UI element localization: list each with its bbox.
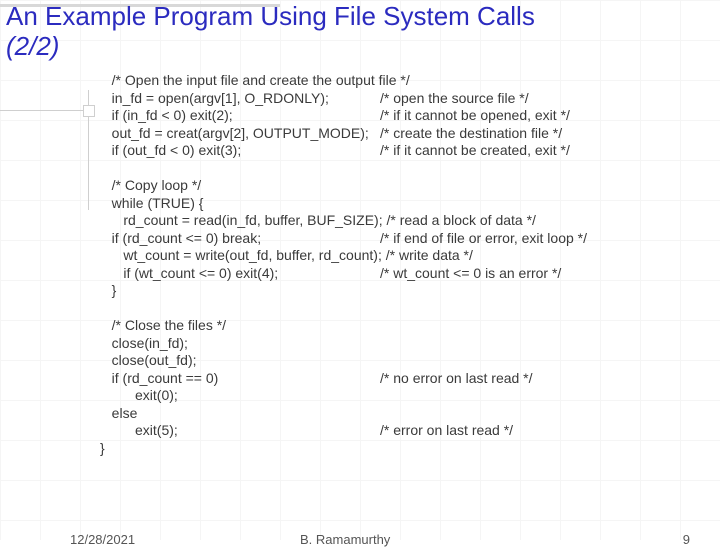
slide: An Example Program Using File System Cal… — [0, 0, 720, 540]
slide-title: An Example Program Using File System Cal… — [6, 2, 710, 62]
decorative-crosshair — [0, 90, 100, 130]
code-comments-column: /* open the source file */ /* if it cann… — [380, 72, 587, 440]
title-line-2: (2/2) — [6, 31, 59, 61]
title-line-1: An Example Program Using File System Cal… — [6, 1, 535, 31]
